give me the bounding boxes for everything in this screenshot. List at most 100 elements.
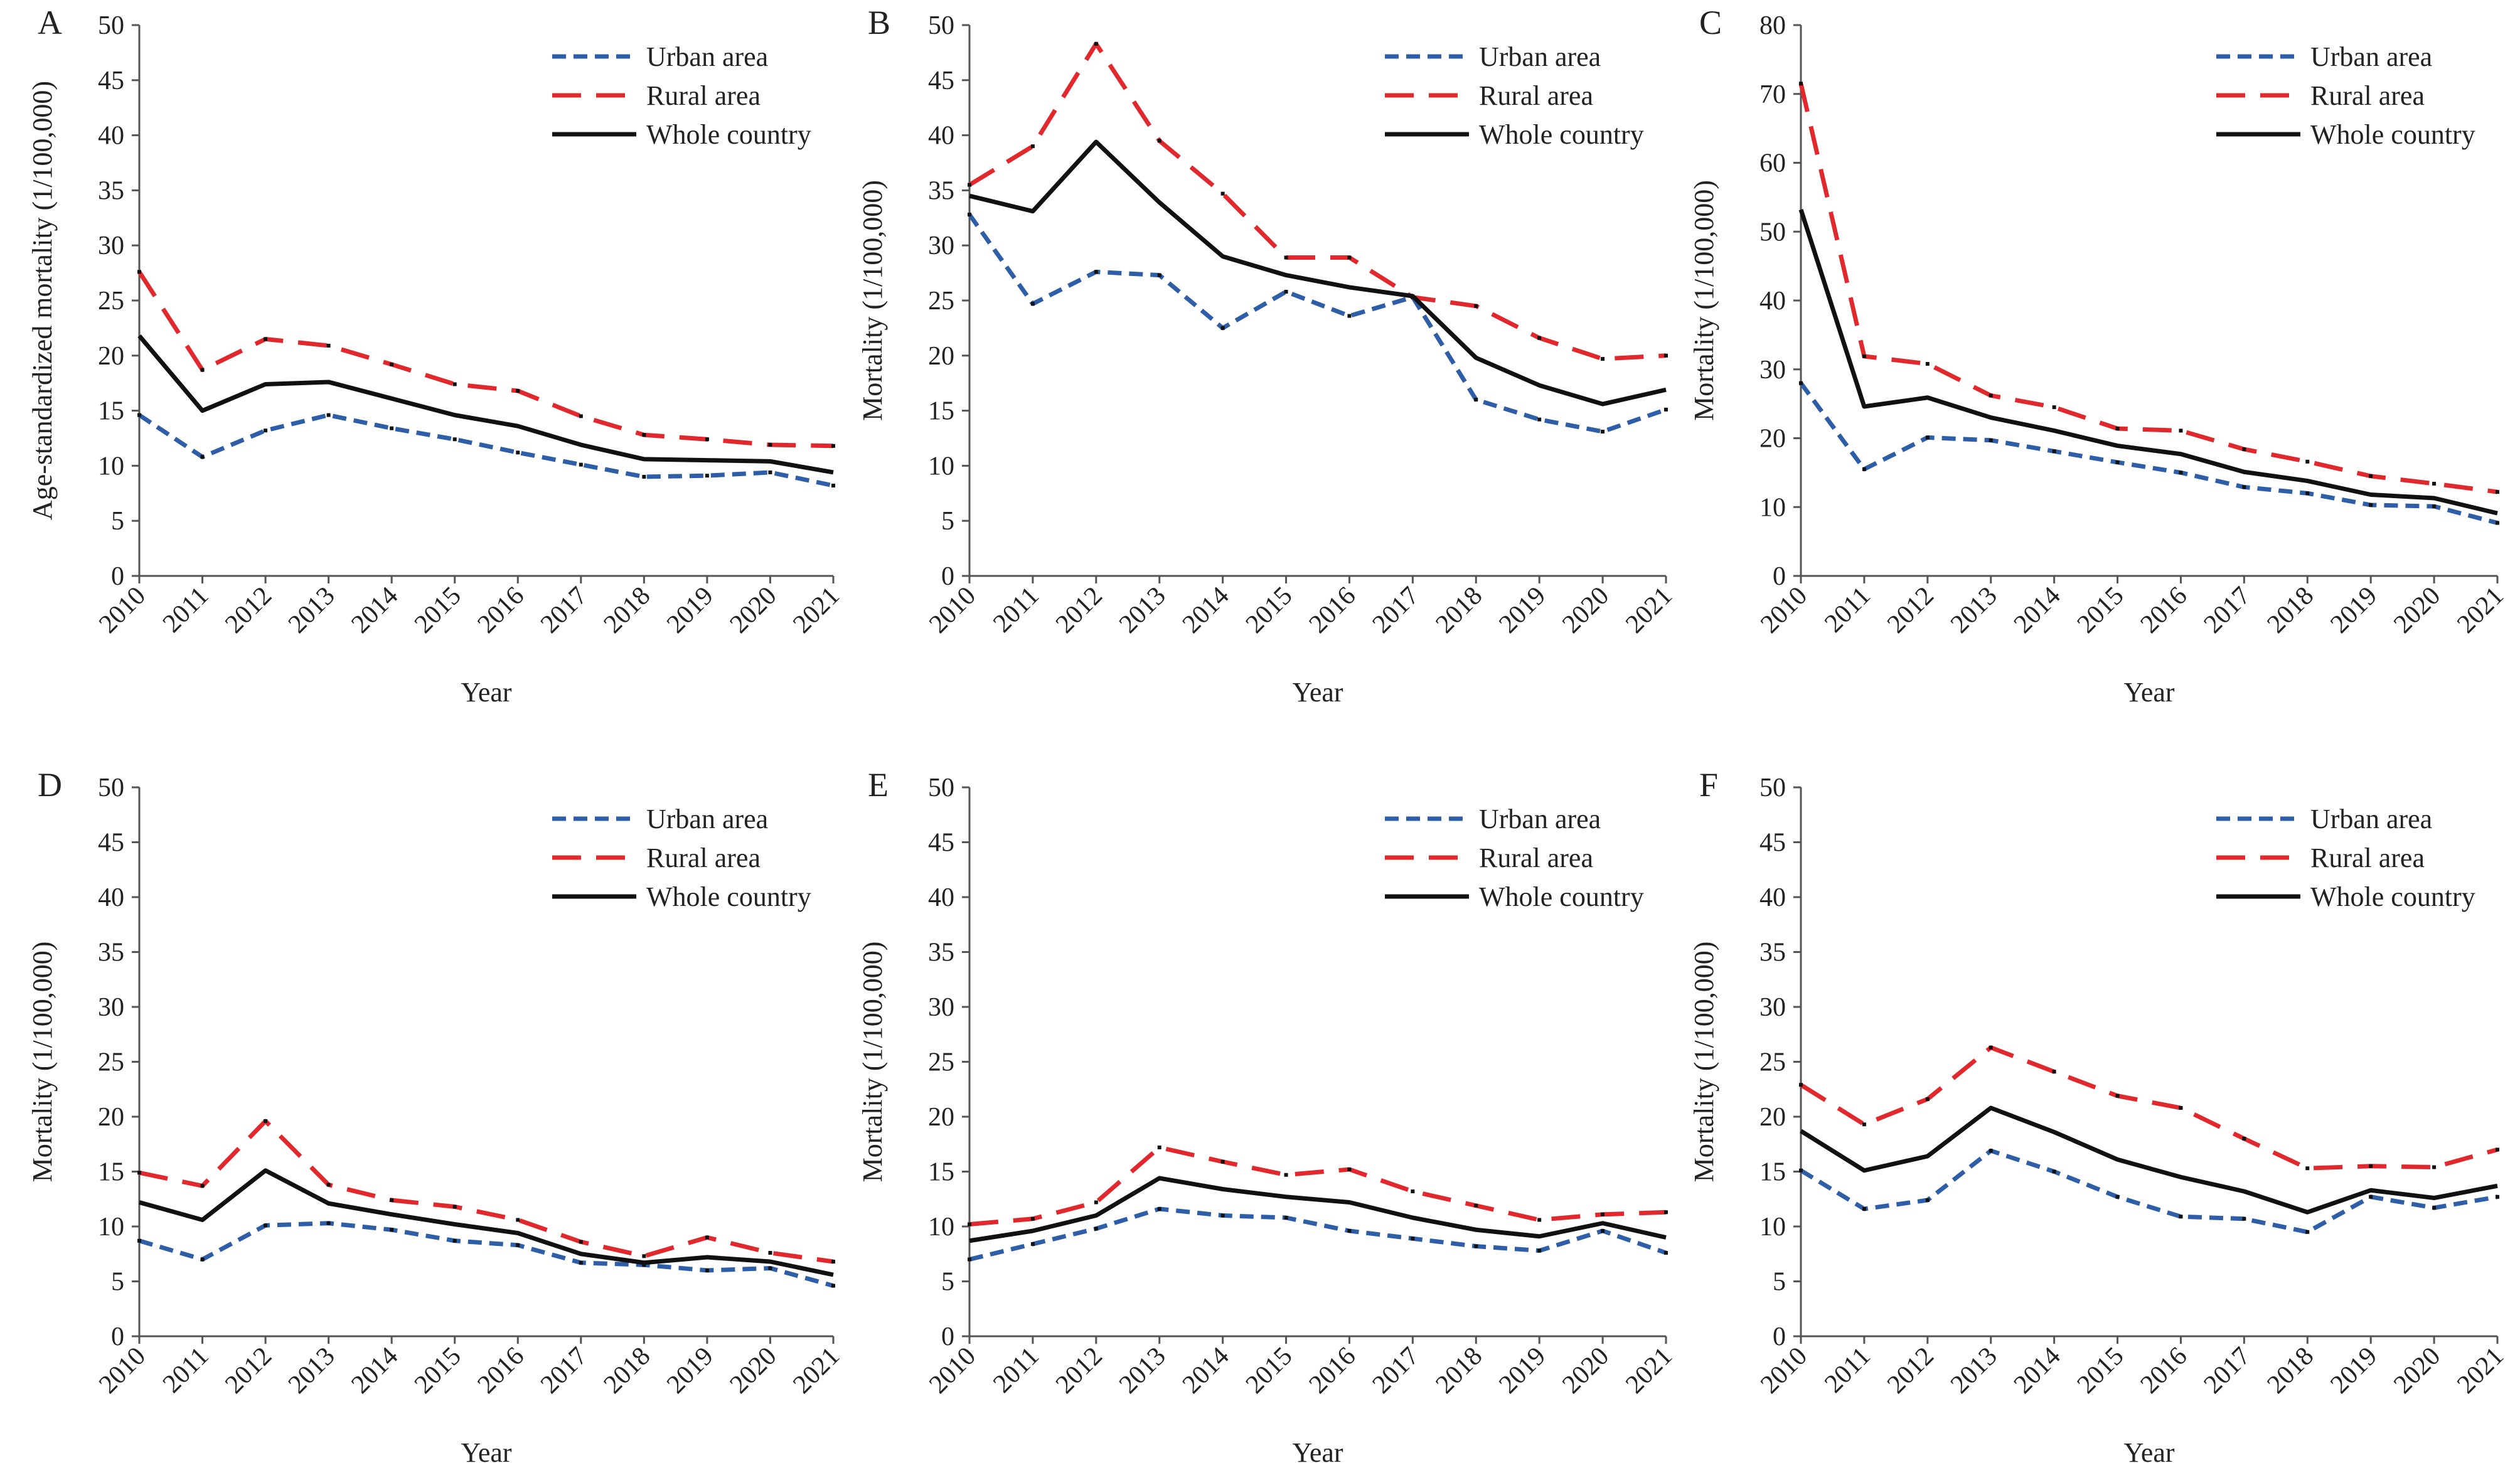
data-point-marker <box>1220 191 1225 196</box>
panel-label: D <box>38 766 62 804</box>
data-point-marker <box>1537 336 1542 340</box>
x-tick-label: 2010 <box>93 1342 151 1400</box>
data-point-marker <box>2115 1194 2120 1199</box>
x-axis-title: Year <box>461 677 511 708</box>
legend-label: Rural area <box>646 843 761 873</box>
y-tick-label: 25 <box>1759 1048 1786 1077</box>
legend-label: Urban area <box>1479 41 1601 72</box>
y-tick-label: 60 <box>1759 149 1786 178</box>
y-tick-label: 0 <box>941 562 954 591</box>
x-tick-label: 2021 <box>1620 1342 1678 1400</box>
data-point-marker <box>1220 326 1225 330</box>
data-point-marker <box>200 1257 205 1262</box>
y-axis-title: Mortality (1/100,000) <box>857 180 888 421</box>
x-axis-title: Year <box>2123 1437 2174 1463</box>
panel-label: B <box>868 4 890 41</box>
data-point-marker <box>264 1223 268 1228</box>
x-tick-label: 2014 <box>346 1342 403 1400</box>
x-tick-label: 2017 <box>1367 582 1425 639</box>
data-point-marker <box>968 183 971 187</box>
x-tick-label: 2019 <box>1493 1342 1551 1400</box>
data-point-marker <box>2496 1194 2499 1199</box>
data-point-marker <box>2432 504 2437 509</box>
x-tick-label: 2014 <box>2009 582 2066 639</box>
data-point-marker <box>1347 255 1352 260</box>
x-tick-label: 2021 <box>788 1342 845 1400</box>
series-line-2 <box>137 270 834 449</box>
x-tick-label: 2019 <box>2325 1342 2383 1400</box>
y-tick-label: 0 <box>941 1322 954 1351</box>
data-point-marker <box>1601 429 1605 434</box>
data-point-marker <box>579 1260 583 1265</box>
x-tick-label: 2020 <box>2388 582 2446 639</box>
data-point-marker <box>1284 1173 1288 1177</box>
x-tick-label: 2013 <box>1114 1342 1172 1400</box>
data-point-marker <box>137 413 141 417</box>
legend-label: Urban area <box>1479 804 1601 834</box>
legend-label: Whole country <box>1479 119 1644 150</box>
data-point-marker <box>264 337 268 341</box>
data-point-marker <box>2305 459 2310 464</box>
data-point-marker <box>1220 1213 1225 1218</box>
x-tick-label: 2010 <box>924 1342 981 1400</box>
data-point-marker <box>452 382 457 386</box>
x-tick-label: 2015 <box>1241 582 1298 639</box>
data-point-marker <box>1094 1200 1098 1205</box>
data-point-marker <box>2369 1194 2373 1199</box>
y-tick-label: 10 <box>928 1213 954 1242</box>
y-tick-label: 35 <box>98 939 124 967</box>
series-line-3 <box>969 139 1667 407</box>
x-tick-label: 2018 <box>1430 582 1488 639</box>
data-point-marker <box>1601 1212 1605 1216</box>
x-tick-label: 2013 <box>1945 1342 2003 1400</box>
data-point-marker <box>390 426 394 430</box>
data-point-marker <box>2052 1169 2056 1174</box>
x-tick-label: 2018 <box>599 582 656 639</box>
y-tick-label: 0 <box>111 1322 124 1351</box>
series-line-1 <box>138 413 834 488</box>
y-tick-label: 20 <box>928 1103 954 1132</box>
series-line-2 <box>1800 1045 2498 1171</box>
data-point-marker <box>1799 1083 1803 1087</box>
y-tick-label: 15 <box>928 1158 954 1187</box>
x-tick-label: 2015 <box>409 582 467 639</box>
y-tick-label: 45 <box>928 66 954 95</box>
data-point-marker <box>1220 1159 1225 1164</box>
x-tick-label: 2015 <box>1241 1342 1298 1400</box>
x-tick-label: 2019 <box>1493 582 1551 639</box>
y-tick-label: 15 <box>928 397 954 426</box>
x-tick-label: 2021 <box>788 582 845 639</box>
data-point-marker <box>642 1254 646 1258</box>
legend-label: Rural area <box>2310 843 2425 873</box>
y-tick-label: 30 <box>1759 356 1786 385</box>
data-point-marker <box>2432 1165 2437 1169</box>
series-line-3 <box>1800 1105 2498 1215</box>
panel-label: C <box>1699 4 1722 41</box>
data-point-marker <box>2115 460 2120 464</box>
y-tick-label: 50 <box>1759 218 1786 247</box>
x-tick-label: 2011 <box>1819 582 1876 639</box>
y-tick-label: 40 <box>98 883 124 912</box>
x-tick-label: 2020 <box>1557 1342 1615 1400</box>
series-line-1 <box>1800 1148 2498 1235</box>
y-tick-label: 0 <box>111 562 124 591</box>
data-point-marker <box>1284 1216 1288 1220</box>
x-tick-label: 2021 <box>2452 582 2509 639</box>
data-point-marker <box>1537 417 1542 422</box>
data-point-marker <box>1347 1229 1352 1233</box>
data-point-marker <box>1347 314 1352 318</box>
y-tick-label: 25 <box>928 1048 954 1077</box>
y-axis-title: Mortality (1/100,000) <box>1689 942 1719 1183</box>
data-point-marker <box>705 437 709 442</box>
data-point-marker <box>1862 1122 1866 1127</box>
data-point-marker <box>264 1119 268 1123</box>
series-line-2 <box>139 1119 834 1264</box>
data-point-marker <box>1989 393 1993 398</box>
x-tick-label: 2016 <box>2135 1342 2193 1400</box>
y-tick-label: 45 <box>98 829 124 858</box>
x-tick-label: 2011 <box>1819 1342 1876 1399</box>
data-point-marker <box>1925 1198 1930 1202</box>
